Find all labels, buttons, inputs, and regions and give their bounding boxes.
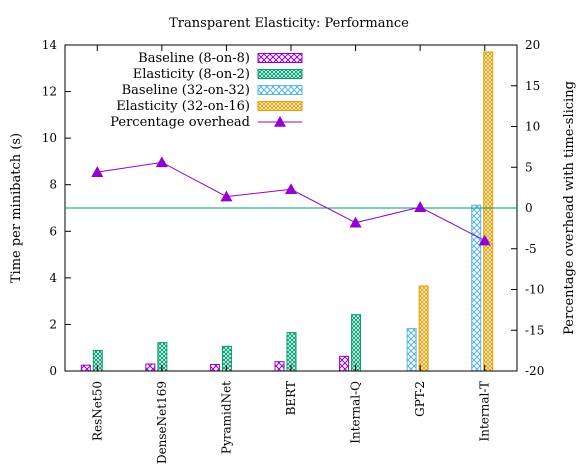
legend-label-elasticity-8-on-2: Elasticity (8-on-2) <box>133 67 250 82</box>
overhead-point-gpt-2 <box>414 201 427 212</box>
bar-elasticity-32-on-16-gpt-2 <box>418 285 429 372</box>
overhead-line <box>97 161 485 242</box>
y2-tick-label: -20 <box>525 364 544 378</box>
bar-baseline-32-on-32-internal-t <box>471 204 482 372</box>
y2-tick-label: 0 <box>525 201 533 215</box>
x-tick-label: ResNet50 <box>90 381 104 441</box>
overhead-line-layer <box>91 156 491 246</box>
x-tick-label: Internal-Q <box>349 381 363 444</box>
y2-axis-label: Percentage overhead with time-slicing <box>562 81 577 335</box>
legend-swatch-elasticity-8-on-2 <box>257 69 303 79</box>
overhead-point-bert <box>285 183 297 195</box>
y-axis-label: Time per minibatch (s) <box>9 133 24 283</box>
legend-label-percentage-overhead: Percentage overhead <box>110 115 250 130</box>
y-tick-label: 10 <box>42 131 57 145</box>
chart-title: Transparent Elasticity: Performance <box>169 16 409 31</box>
bar-baseline-32-on-32-gpt-2 <box>406 328 417 372</box>
y2-tick-label: 15 <box>525 79 540 93</box>
y2-tick-label: -15 <box>525 323 544 337</box>
legend-swatch-baseline-32-on-32 <box>257 85 303 95</box>
bar-baseline-8-on-8-densenet169 <box>145 363 156 372</box>
bar-baseline-8-on-8-pyramidnet <box>209 363 220 372</box>
bar-elasticity-32-on-16-internal-t <box>483 51 494 372</box>
legend-swatch-baseline-8-on-8 <box>257 53 303 63</box>
overhead-point-densenet169 <box>155 156 168 168</box>
overhead-point-internal-t <box>478 234 491 246</box>
y-tick-label: 0 <box>49 364 57 378</box>
y2-tick-label: 10 <box>525 120 540 134</box>
y2-tick-label: -5 <box>525 242 537 256</box>
y-tick-label: 12 <box>42 85 57 99</box>
y2-tick-label: -10 <box>525 283 544 297</box>
legend-swatch-triangle <box>274 116 286 127</box>
overhead-point-pyramidnet <box>220 190 233 202</box>
overhead-point-internal-q <box>349 216 362 228</box>
overhead-point-resnet50 <box>91 166 104 177</box>
y-tick-label: 14 <box>42 38 58 52</box>
y2-tick-label: 5 <box>525 160 533 174</box>
x-tick-label: GPT-2 <box>413 381 427 417</box>
bars-layer <box>80 51 494 372</box>
legend-label-baseline-8-on-8: Baseline (8-on-8) <box>138 51 250 66</box>
y2-tick-label: 20 <box>525 38 540 52</box>
legend-label-baseline-32-on-32: Baseline (32-on-32) <box>122 83 250 98</box>
legend-label-elasticity-32-on-16: Elasticity (32-on-16) <box>116 99 250 114</box>
axes-layer: 0 2 4 6 8 10 12 14 -20 -15 -10 -5 0 5 10 15 20 ResNet50 De… <box>42 38 545 464</box>
x-tick-label: DenseNet169 <box>155 381 169 464</box>
bar-baseline-8-on-8-internal-q <box>339 355 350 372</box>
x-tick-label: Internal-T <box>478 381 492 441</box>
bar-baseline-8-on-8-resnet50 <box>80 364 91 372</box>
y-tick-label: 4 <box>49 271 57 285</box>
y-tick-label: 8 <box>49 178 57 192</box>
bar-baseline-8-on-8-bert <box>274 361 285 372</box>
y-tick-label: 6 <box>49 224 57 238</box>
x-tick-label: PyramidNet <box>219 381 233 454</box>
legend-swatch-elasticity-32-on-16 <box>257 101 303 111</box>
legend: Baseline (8-on-8)Elasticity (8-on-2)Base… <box>110 51 303 130</box>
x-tick-label: BERT <box>284 381 298 415</box>
bar-elasticity-8-on-2-internal-q <box>351 314 362 372</box>
y-tick-label: 2 <box>49 317 57 331</box>
